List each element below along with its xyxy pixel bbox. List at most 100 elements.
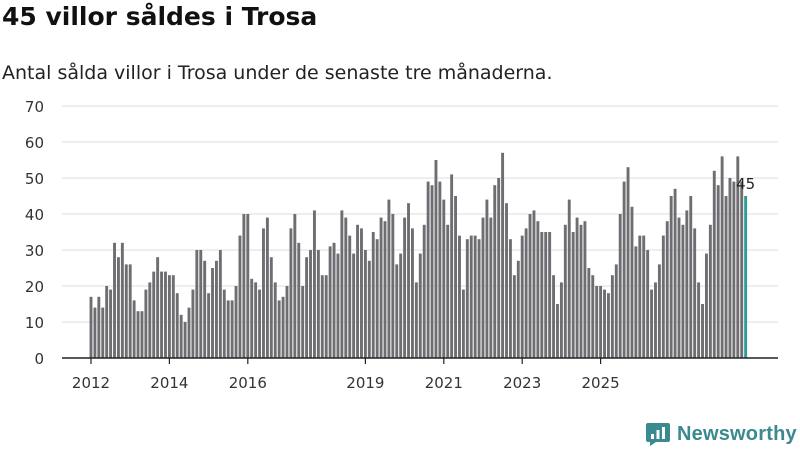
bar [693, 228, 697, 358]
bar [497, 178, 501, 358]
bar [93, 307, 97, 358]
bar [336, 253, 340, 358]
bar [297, 242, 301, 358]
brand-logo: Newsworthy [645, 420, 797, 448]
bar [559, 282, 563, 358]
bar [352, 253, 356, 358]
y-tick-label: 20 [25, 278, 44, 296]
bar [677, 217, 681, 358]
bar [524, 228, 528, 358]
bar [661, 235, 665, 358]
bar [618, 214, 622, 358]
bar [203, 260, 207, 358]
y-tick-label: 60 [25, 134, 44, 152]
bar [654, 282, 657, 358]
bar [442, 199, 446, 358]
bar [391, 214, 395, 358]
bar [458, 235, 461, 358]
bar [285, 286, 289, 358]
bar [195, 250, 199, 358]
chart-subtitle: Antal sålda villor i Trosa under de sena… [2, 62, 553, 84]
bar [101, 307, 105, 358]
bar [481, 217, 485, 358]
bar [191, 289, 195, 358]
bar [638, 235, 642, 358]
bar [575, 217, 579, 358]
bar [430, 185, 434, 358]
bar [614, 264, 618, 358]
bar [712, 170, 716, 358]
bar [516, 260, 520, 358]
bar [536, 221, 540, 358]
bar [305, 257, 309, 358]
bar [399, 253, 403, 358]
y-tick-label: 70 [25, 98, 44, 116]
bar [269, 257, 273, 358]
bar [289, 228, 293, 358]
bar [606, 293, 610, 358]
bar [226, 300, 230, 358]
bar [426, 181, 430, 358]
bar [544, 232, 548, 358]
bar [222, 289, 226, 358]
bar [340, 210, 344, 358]
chart-title: 45 villor såldes i Trosa [2, 2, 318, 31]
bar [646, 250, 650, 358]
bar [567, 199, 571, 358]
bar [501, 152, 505, 358]
bar [128, 264, 132, 358]
bar [642, 235, 646, 358]
bar [532, 210, 536, 358]
bar [316, 250, 320, 358]
brand-name: Newsworthy [677, 422, 797, 445]
bar [595, 286, 599, 358]
bar [622, 181, 626, 358]
x-tick-label: 2025 [582, 374, 620, 392]
bar [418, 253, 422, 358]
bar [242, 214, 246, 358]
bar [175, 293, 179, 358]
bar [485, 199, 489, 358]
bar [736, 156, 740, 358]
bar [465, 239, 469, 358]
bar [548, 232, 552, 358]
bar [697, 282, 701, 358]
bar [199, 250, 203, 358]
bar [265, 217, 269, 358]
y-tick-label: 10 [25, 314, 44, 332]
bar [234, 286, 238, 358]
bar [650, 289, 654, 358]
bar [258, 289, 262, 358]
bar [493, 185, 497, 358]
bar [230, 300, 234, 358]
highlight-bar [744, 196, 748, 358]
bar [109, 289, 113, 358]
bar [591, 275, 595, 358]
bar [434, 160, 438, 358]
bar [689, 196, 693, 358]
bar [328, 246, 332, 358]
bar [414, 282, 418, 358]
bar [332, 242, 336, 358]
bar [728, 178, 732, 358]
x-tick-label: 2014 [150, 374, 188, 392]
bar [116, 257, 120, 358]
bar [140, 311, 144, 358]
bar [571, 232, 575, 358]
bar [556, 304, 559, 358]
bar [105, 286, 109, 358]
newsworthy-logo-icon [646, 423, 670, 446]
bar [387, 199, 391, 358]
bar [740, 181, 744, 358]
bar [344, 217, 348, 358]
bar [630, 206, 634, 358]
bar [324, 275, 328, 358]
bar [626, 167, 630, 358]
bar [383, 221, 387, 358]
bar [356, 224, 360, 358]
bar [583, 221, 587, 358]
y-tick-label: 50 [25, 170, 44, 188]
bar [97, 296, 101, 358]
bar [665, 221, 669, 358]
